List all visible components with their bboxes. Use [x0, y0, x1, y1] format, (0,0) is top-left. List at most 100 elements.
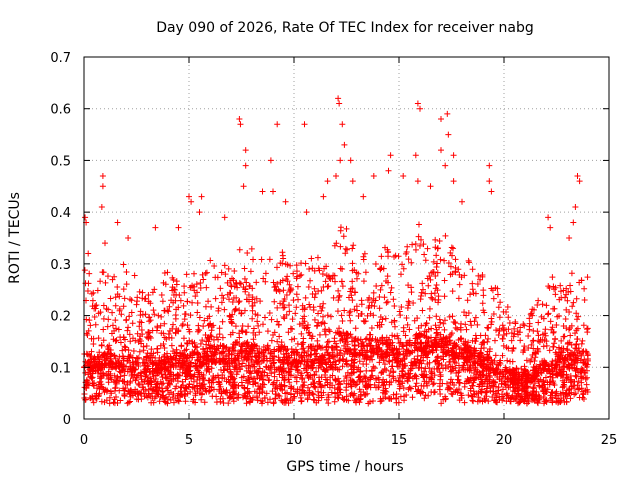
data-point: [472, 290, 479, 297]
data-point: [428, 369, 435, 376]
data-point: [248, 370, 255, 377]
data-point: [238, 363, 245, 370]
data-point: [197, 340, 204, 347]
data-point: [445, 131, 452, 138]
data-point: [237, 280, 244, 287]
data-point: [182, 311, 189, 318]
data-point: [503, 330, 510, 337]
data-point: [139, 295, 146, 302]
data-point: [521, 396, 528, 403]
data-point: [311, 316, 318, 323]
data-point: [404, 243, 411, 250]
data-point: [85, 371, 92, 378]
data-point: [413, 375, 420, 382]
data-point: [405, 374, 412, 381]
data-point: [287, 325, 294, 332]
data-point: [170, 348, 177, 355]
data-point: [196, 327, 203, 334]
data-point: [107, 355, 114, 362]
data-point: [480, 380, 487, 387]
data-point: [141, 366, 148, 373]
data-point: [456, 353, 463, 360]
data-point: [391, 253, 398, 260]
data-point: [402, 332, 409, 339]
data-point: [567, 288, 574, 295]
data-point: [339, 317, 346, 324]
data-point: [253, 295, 260, 302]
data-point: [531, 380, 538, 387]
data-point: [565, 326, 572, 333]
data-point: [356, 386, 363, 393]
data-point: [98, 398, 105, 405]
data-point: [420, 286, 427, 293]
x-tick-label: 5: [185, 433, 193, 448]
data-point: [328, 389, 335, 396]
data-point: [157, 365, 164, 372]
data-point: [325, 394, 332, 401]
data-point: [292, 358, 299, 365]
data-point: [470, 388, 477, 395]
data-point: [119, 347, 126, 354]
data-point: [530, 337, 537, 344]
data-point: [241, 307, 248, 314]
data-point: [394, 351, 401, 358]
data-point: [405, 386, 412, 393]
data-point: [177, 297, 184, 304]
x-tick-label: 20: [496, 433, 513, 448]
data-point: [309, 333, 316, 340]
data-point: [208, 327, 215, 334]
data-point: [366, 294, 373, 301]
data-point: [540, 343, 547, 350]
data-point: [219, 355, 226, 362]
data-point: [92, 321, 99, 328]
data-point: [139, 384, 146, 391]
data-point: [97, 278, 104, 285]
data-point: [148, 381, 155, 388]
data-point: [109, 276, 116, 283]
data-point: [326, 275, 333, 282]
data-point: [435, 353, 442, 360]
data-point: [431, 388, 438, 395]
data-point: [264, 328, 271, 335]
data-point: [260, 349, 267, 356]
data-point: [423, 342, 430, 349]
data-point: [507, 358, 514, 365]
data-point: [492, 397, 499, 404]
data-point: [102, 240, 108, 247]
data-point: [412, 335, 419, 342]
data-point: [236, 116, 243, 123]
data-point: [276, 333, 283, 340]
data-point: [233, 294, 240, 301]
data-point: [220, 295, 227, 302]
data-point: [135, 372, 142, 379]
data-point: [287, 396, 294, 403]
data-point: [356, 358, 363, 365]
data-point: [186, 328, 193, 335]
data-point: [409, 241, 416, 248]
data-point: [430, 258, 437, 265]
data-point: [557, 352, 564, 359]
data-point: [215, 307, 222, 314]
data-point: [424, 275, 431, 282]
data-point: [382, 244, 389, 251]
x-tick-label: 10: [286, 433, 303, 448]
data-point: [504, 303, 511, 310]
data-point: [436, 380, 443, 387]
data-point: [391, 352, 398, 359]
data-point: [337, 157, 344, 164]
data-point: [557, 398, 564, 405]
data-point: [168, 369, 175, 376]
data-point: [483, 376, 490, 383]
data-point: [408, 284, 415, 291]
data-point: [182, 398, 189, 405]
data-point: [452, 256, 459, 263]
data-point: [426, 305, 433, 312]
data-point: [138, 389, 145, 396]
data-point: [100, 315, 107, 322]
data-point: [135, 380, 142, 387]
data-point: [475, 353, 482, 360]
data-point: [186, 380, 193, 387]
data-point: [240, 183, 247, 190]
data-point: [442, 232, 449, 239]
data-point: [310, 307, 317, 314]
